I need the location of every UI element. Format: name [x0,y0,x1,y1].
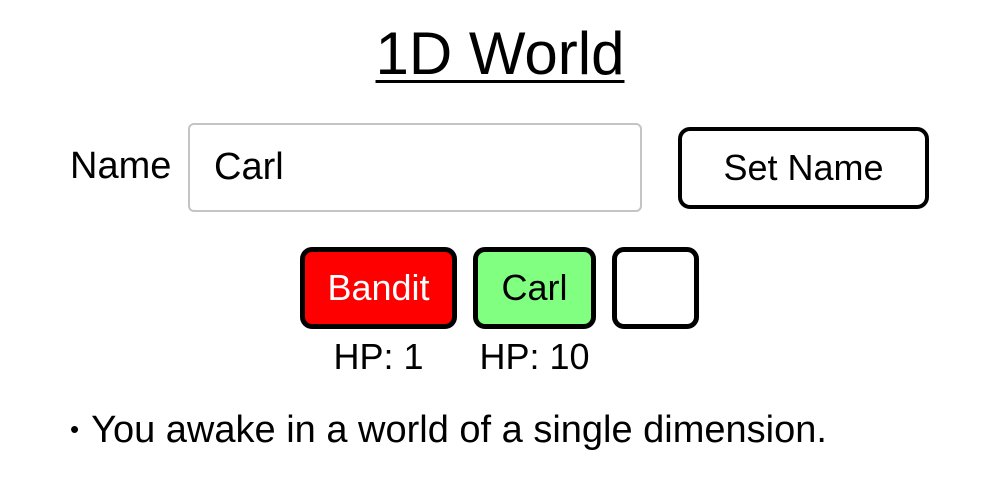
bandit-label: Bandit [327,267,430,308]
world-cell-player: Carl [473,247,596,329]
name-input[interactable] [188,123,642,212]
player-hp: HP: 10 [479,336,590,377]
world-cell-empty [612,247,699,329]
bandit-hp: HP: 1 [333,336,424,377]
log-entry: • You awake in a world of a single dimens… [70,406,827,453]
world-cell-bandit: Bandit [300,247,457,329]
player-label: Carl [501,267,568,308]
name-label: Name [70,145,172,187]
bullet-icon: • [70,414,80,444]
message-log: • You awake in a world of a single dimens… [70,406,827,453]
page-title: 1D World [375,20,625,87]
set-name-button[interactable]: Set Name [678,127,929,209]
log-message: You awake in a world of a single dimensi… [91,409,827,451]
